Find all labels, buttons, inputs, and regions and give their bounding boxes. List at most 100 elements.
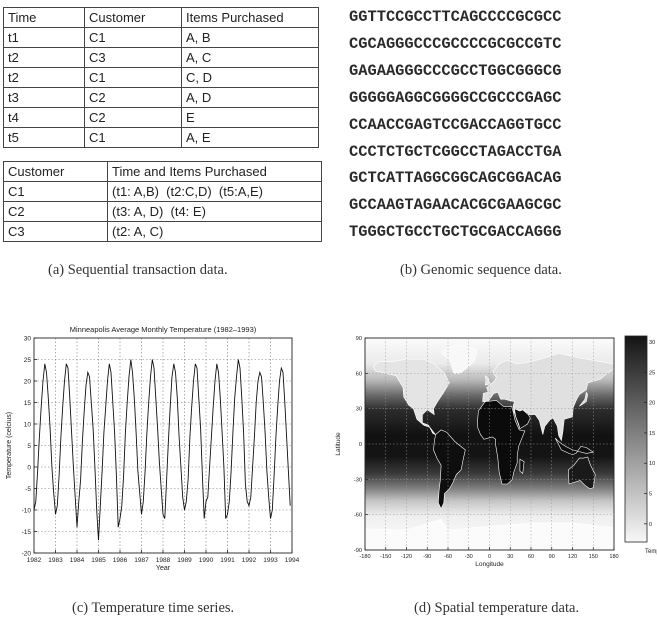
transaction-table-header-cell: Customer [84,7,182,28]
x-tick-label: 1986 [113,557,128,564]
transaction-table-cell: A, E [181,127,319,148]
transaction-table-row: t2 C3 A, C [3,47,319,68]
customer-sequence-table-header-cell: Customer [3,161,108,182]
dna-sequence-line: CCCTCTGCTCGGCCTAGACCTGA [349,142,562,161]
customer-sequence-table-cell: (t2: A, C) [107,221,322,242]
y-tick-label: -20 [22,550,32,557]
transaction-table-cell: t2 [3,67,85,88]
caption-a: (a) Sequential transaction data. [48,262,228,278]
dna-sequence-line: GGTTCCGCCTTCAGCCCCGCGCC [349,8,562,26]
x-tick-label: 1982 [27,557,42,564]
y-tick-label: 0 [27,464,31,471]
colorbar-tick-label: 5 [649,492,652,498]
y-tick-label: -90 [354,548,362,554]
transaction-table-row: t3 C2 A, D [3,87,319,108]
transaction-table-row: t2 C1 C, D [3,67,319,88]
transaction-table-cell: E [181,107,319,128]
greenland-landmass [440,344,478,374]
x-tick-label: 1989 [177,557,192,564]
customer-sequence-table-header-row: Customer Time and Items Purchased [3,161,322,182]
transaction-table-cell: C2 [84,107,182,128]
colorbar-tick-label: 0 [649,522,652,528]
customer-sequence-table-cell: C1 [3,181,108,202]
y-tick-label: 20 [24,378,32,385]
caption-b: (b) Genomic sequence data. [400,262,562,278]
chart-grid [34,338,292,553]
x-tick-label: 1987 [134,557,149,564]
colorbar-tick-label: 25 [649,370,655,376]
transaction-table-header-cell: Time [3,7,85,28]
x-tick-label: 1983 [48,557,63,564]
transaction-table-cell: t1 [3,27,85,48]
x-tick-label: 150 [589,554,598,560]
y-axis-label: Temperature (celcius) [6,412,13,479]
africa-landmass [477,400,526,485]
x-tick-label: 120 [568,554,577,560]
temperature-series-line [33,359,291,541]
x-tick-label: -120 [401,554,412,560]
colorbar-tick-label: 15 [649,431,655,437]
y-tick-label: 15 [24,400,32,407]
transaction-table-cell: t3 [3,87,85,108]
customer-sequence-table: Customer Time and Items Purchased C1 (t1: A… [3,161,322,242]
genomic-sequence-block: GGTTCCGCCTTCAGCCCCGCGCC CGCAGGGCCCGCCCCGC… [349,4,561,246]
map-grid [365,338,614,550]
x-tick-label: -150 [380,554,391,560]
y-tick-label: 10 [24,421,32,428]
y-tick-label: -15 [22,529,32,536]
y-tick-label: 5 [27,443,31,450]
x-tick-label: -60 [444,554,452,560]
transaction-table-cell: t5 [3,127,85,148]
transaction-table-cell: A, B [181,27,319,48]
transaction-table-row: t5 C1 A, E [3,127,319,148]
caption-c: (c) Temperature time series. [72,600,235,616]
x-axis-label: Year [156,565,171,572]
transaction-table-cell: C, D [181,67,319,88]
y-tick-label: -10 [22,507,32,514]
transaction-table-row: t4 C2 E [3,107,319,128]
colorbar-label: Temp [645,549,657,555]
transaction-table-cell: C2 [84,87,182,108]
x-tick-label: -90 [423,554,431,560]
colorbar-tick-label: 30 [649,340,655,346]
dna-sequence-line: CCAACCGAGTCCGACCAGGTGCC [349,115,562,134]
customer-sequence-table-cell: (t1: A,B) (t2:C,D) (t5:A,E) [107,181,322,202]
transaction-table-cell: C3 [84,47,182,68]
y-tick-label: 25 [24,357,32,364]
y-tick-label: 30 [356,407,362,413]
madagascar-landmass [519,458,525,474]
transaction-table-cell: t4 [3,107,85,128]
dna-sequence-line: GCTCATTAGGCGGCAGCGGACAG [349,169,562,188]
spatial-temperature-map: -180 -150 -120 -90 -60 -30 0 30 60 90 120 150 180906… [335,335,657,568]
y-tick-label: 60 [356,371,362,377]
transaction-table-cell: C1 [84,27,182,48]
x-tick-label: 0 [488,554,491,560]
y-tick-label: 30 [24,335,32,342]
colorbar [624,335,648,543]
dna-sequence-line: GAGAAGGGCCCGCCTGGCGGGCG [349,61,562,80]
customer-sequence-table-row: C3 (t2: A, C) [3,221,322,242]
x-tick-label: 1992 [242,557,257,564]
transaction-table-cell: A, D [181,87,319,108]
transaction-table-cell: C1 [84,127,182,148]
colorbar-tick-label: 10 [649,461,655,467]
y-tick-label: -60 [354,513,362,519]
north-america-landmass [372,358,450,435]
x-tick-label: 1991 [220,557,235,564]
y-tick-label: -30 [354,477,362,483]
customer-sequence-table-row: C1 (t1: A,B) (t2:C,D) (t5:A,E) [3,181,322,202]
y-tick-label: 0 [359,442,362,448]
x-tick-label: 1993 [263,557,278,564]
customer-sequence-table-cell: C3 [3,221,108,242]
x-tick-label: 90 [549,554,555,560]
transaction-table-header-row: Time Customer Items Purchased [3,7,319,28]
indonesia-landmass [554,437,595,455]
x-tick-label: -180 [359,554,370,560]
transaction-table-cell: t2 [3,47,85,68]
dna-sequence-line: GGGGGAGGCGGGGCCGCCCGAGC [349,88,562,107]
x-axis-label: Longitude [475,561,504,568]
caption-d: (d) Spatial temperature data. [414,600,580,616]
transaction-table-cell: A, C [181,47,319,68]
x-tick-label: 1990 [199,557,214,564]
